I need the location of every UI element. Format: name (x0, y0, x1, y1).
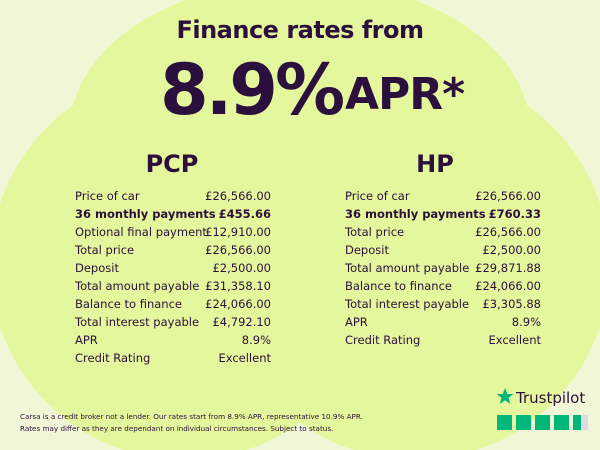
table-row: Total price £26,566.00 (75, 241, 271, 259)
table-row: Credit Rating Excellent (75, 349, 271, 367)
disclaimer: Carsa is a credit broker not a lender. O… (20, 411, 363, 435)
row-label: 36 monthly payments (345, 207, 486, 221)
table-row: Total interest payable £4,792.10 (75, 313, 271, 331)
row-label: Credit Rating (75, 351, 151, 365)
title: Finance rates from (176, 16, 424, 44)
row-value: £26,566.00 (205, 189, 271, 203)
table-row: Total amount payable £29,871.88 (345, 259, 541, 277)
row-label: Deposit (345, 243, 389, 257)
table-row: 36 monthly payments £455.66 (75, 205, 271, 223)
row-value: £31,358.10 (205, 279, 271, 293)
pcp-table: Price of car £26,566.00 36 monthly payment… (75, 187, 271, 367)
row-label: Credit Rating (345, 333, 421, 347)
disclaimer-line: Rates may differ as they are dependant o… (20, 424, 334, 433)
rate: 8.9% (160, 49, 345, 131)
row-value: £26,566.00 (475, 225, 541, 239)
row-label: Total amount payable (345, 261, 470, 275)
hp-title: HP (416, 150, 454, 178)
row-label: Total interest payable (345, 297, 470, 311)
table-row: 36 monthly payments £760.33 (345, 205, 541, 223)
row-label: Total interest payable (75, 315, 200, 329)
pcp-title: PCP (145, 150, 199, 178)
row-value: £26,566.00 (205, 243, 271, 257)
table-row: Deposit £2,500.00 (75, 259, 271, 277)
disclaimer-line: Carsa is a credit broker not a lender. O… (20, 412, 363, 421)
table-row: Balance to finance £24,066.00 (75, 295, 271, 313)
row-value: Excellent (488, 333, 541, 347)
table-row: Credit Rating Excellent (345, 331, 541, 349)
table-row: Deposit £2,500.00 (345, 241, 541, 259)
row-label: APR (75, 333, 98, 347)
trustpilot-label: Trustpilot (516, 389, 586, 407)
row-value: £26,566.00 (475, 189, 541, 203)
row-value: £12,910.00 (205, 225, 271, 239)
row-label: Price of car (75, 189, 140, 203)
table-row: APR 8.9% (345, 313, 541, 331)
row-label: Total amount payable (75, 279, 200, 293)
row-label: Deposit (75, 261, 119, 275)
row-value: £29,871.88 (475, 261, 541, 275)
row-value: £2,500.00 (212, 261, 271, 275)
table-row: Total amount payable £31,358.10 (75, 277, 271, 295)
row-value: £4,792.10 (212, 315, 271, 329)
table-row: Price of car £26,566.00 (345, 187, 541, 205)
row-label: Total price (75, 243, 135, 257)
row-value: 8.9% (511, 315, 541, 329)
row-value: £455.66 (218, 207, 271, 221)
row-label: Total price (345, 225, 405, 239)
hp-table: Price of car £26,566.00 36 monthly payment… (345, 187, 541, 349)
table-row: Total interest payable £3,305.88 (345, 295, 541, 313)
row-label: Balance to finance (75, 297, 182, 311)
row-value: 8.9% (241, 333, 271, 347)
table-row: Optional final payment £12,910.00 (75, 223, 271, 241)
row-label: Price of car (345, 189, 410, 203)
trustpilot: Trustpilot (498, 389, 585, 407)
row-label: APR (345, 315, 368, 329)
row-label: Optional final payment (75, 225, 207, 239)
table-row: APR 8.9% (75, 331, 271, 349)
row-value: £24,066.00 (475, 279, 541, 293)
row-value: £3,305.88 (482, 297, 541, 311)
row-value: £24,066.00 (205, 297, 271, 311)
rate-suffix: APR* (345, 69, 465, 120)
table-row: Balance to finance £24,066.00 (345, 277, 541, 295)
row-label: Balance to finance (345, 279, 452, 293)
table-row: Total price £26,566.00 (345, 223, 541, 241)
row-value: Excellent (218, 351, 271, 365)
table-row: Price of car £26,566.00 (75, 187, 271, 205)
row-value: £760.33 (488, 207, 541, 221)
row-value: £2,500.00 (482, 243, 541, 257)
row-label: 36 monthly payments (75, 207, 216, 221)
